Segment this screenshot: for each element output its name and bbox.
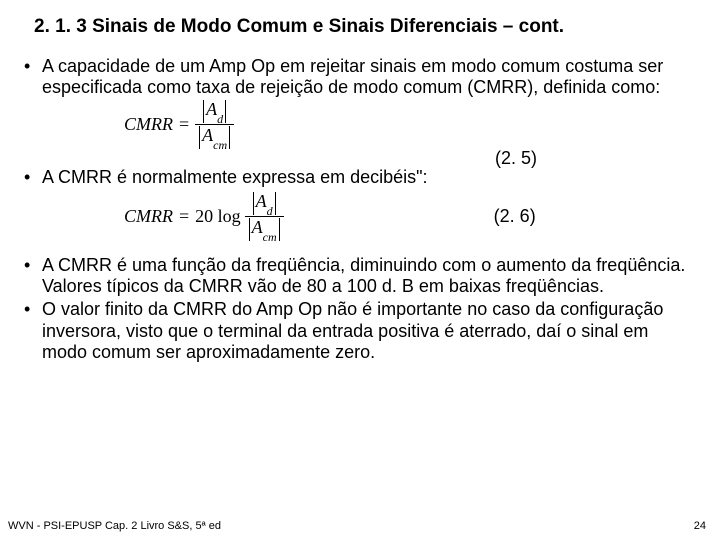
equals-sign: = xyxy=(179,206,189,227)
bullet-dot: • xyxy=(24,167,42,188)
fraction: Ad Acm xyxy=(195,100,234,149)
sub-cm: cm xyxy=(213,138,227,152)
footer: WVN - PSI-EPUSP Cap. 2 Livro S&S, 5ª ed … xyxy=(8,520,706,532)
slide-title: 2. 1. 3 Sinais de Modo Comum e Sinais Di… xyxy=(34,16,696,38)
formula-1: CMRR = Ad Acm xyxy=(124,100,696,149)
slide: 2. 1. 3 Sinais de Modo Comum e Sinais Di… xyxy=(0,0,720,540)
equation-number-25: (2. 5) xyxy=(495,148,537,169)
bullet-2: • A CMRR é normalmente expressa em decib… xyxy=(24,167,696,188)
a-cm: A xyxy=(252,217,263,237)
fraction: Ad Acm xyxy=(245,192,284,241)
bullet-1: • A capacidade de um Amp Op em rejeitar … xyxy=(24,56,696,98)
formula-2: CMRR = 20 log Ad Acm (2. 6) xyxy=(124,192,696,241)
bullet-dot: • xyxy=(24,255,42,297)
formula-lhs: CMRR xyxy=(124,206,173,227)
a-cm: A xyxy=(202,125,213,145)
a-d: A xyxy=(256,191,267,211)
a-d: A xyxy=(206,99,217,119)
bullet-3: • A CMRR é uma função da freqüência, dim… xyxy=(24,255,696,297)
sub-d: d xyxy=(267,204,273,218)
bullet-dot: • xyxy=(24,299,42,363)
equation-number-26: (2. 6) xyxy=(494,206,536,227)
footer-left: WVN - PSI-EPUSP Cap. 2 Livro S&S, 5ª ed xyxy=(8,520,221,532)
sub-cm: cm xyxy=(263,230,277,244)
page-number: 24 xyxy=(694,520,706,532)
bullet-4-text: O valor finito da CMRR do Amp Op não é i… xyxy=(42,299,696,363)
bullet-dot: • xyxy=(24,56,42,98)
bullet-3-text: A CMRR é uma função da freqüência, dimin… xyxy=(42,255,696,297)
equals-sign: = xyxy=(179,114,189,135)
bullet-2-text: A CMRR é normalmente expressa em decibéi… xyxy=(42,167,696,188)
sub-d: d xyxy=(217,112,223,126)
log-text: 20 log xyxy=(195,206,241,227)
bullet-4: • O valor finito da CMRR do Amp Op não é… xyxy=(24,299,696,363)
formula-lhs: CMRR xyxy=(124,114,173,135)
bullet-1-text: A capacidade de um Amp Op em rejeitar si… xyxy=(42,56,696,98)
